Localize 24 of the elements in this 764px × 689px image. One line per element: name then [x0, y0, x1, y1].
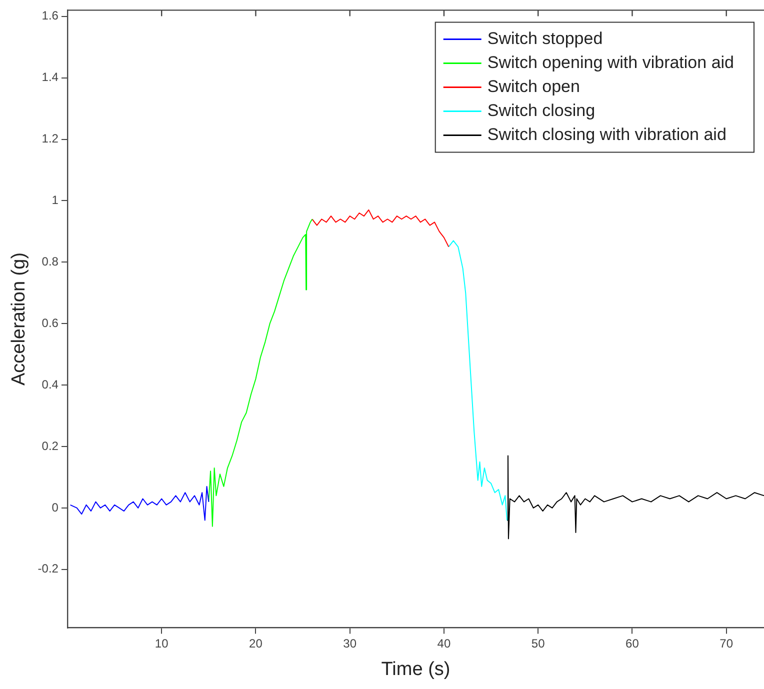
y-tick-label: 0.4	[42, 377, 59, 392]
y-tick-label: 1	[52, 193, 59, 208]
legend-label: Switch stopped	[487, 28, 603, 48]
x-tick-label: 30	[343, 636, 357, 650]
y-tick-label: 0.2	[42, 438, 59, 453]
x-tick-label: 60	[626, 636, 640, 650]
y-axis-title: Acceleration (g)	[8, 252, 30, 386]
x-tick-label: 40	[437, 636, 451, 650]
y-tick-label: 0.6	[42, 316, 59, 330]
y-tick-label: 1.2	[42, 132, 59, 146]
y-tick-label: 1.6	[42, 8, 59, 23]
legend-label: Switch closing	[487, 100, 596, 120]
y-tick-label: 1.4	[42, 70, 59, 84]
y-tick-label: 0	[52, 500, 59, 514]
legend-label: Switch opening with vibration aid	[487, 52, 734, 72]
x-tick-label: 50	[531, 636, 546, 650]
y-tick-label: 0.8	[42, 254, 59, 268]
y-tick-label: -0.2	[38, 562, 59, 576]
legend-label: Switch open	[487, 76, 580, 96]
x-tick-label: 20	[249, 636, 263, 650]
x-tick-label: 10	[154, 636, 169, 650]
x-tick-label: 70	[720, 636, 734, 650]
legend-label: Switch closing with vibration aid	[487, 124, 726, 144]
x-axis-title: Time (s)	[381, 658, 450, 680]
